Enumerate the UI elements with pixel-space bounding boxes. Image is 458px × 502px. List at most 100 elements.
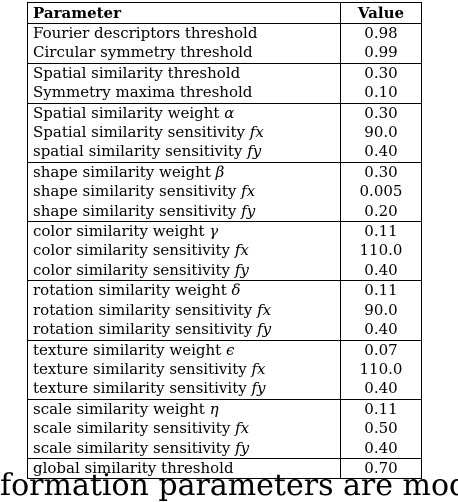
parameter-name: Spatial similarity threshold (33, 63, 241, 82)
parameter-symbol: fx (241, 182, 256, 201)
value-cell: 0.99 (340, 43, 422, 64)
table-row: global similarity threshold 0.70 (27, 457, 422, 480)
parameter-cell: scale similarity weight η (27, 398, 341, 420)
table-row: scale similarity weight η 0.11 (27, 398, 422, 420)
parameter-cell: rotation similarity sensitivity fy (27, 320, 341, 340)
table-row: rotation similarity sensitivity fx 90.0 (27, 300, 422, 321)
value-cell: 0.40 (340, 379, 422, 400)
value-cell: 0.11 (340, 398, 422, 420)
parameter-cell: color similarity sensitivity fx (27, 241, 341, 261)
value-cell: 0.30 (340, 161, 422, 183)
table-row: shape similarity sensitivity fy 0.20 (27, 201, 422, 222)
parameter-name: color similarity sensitivity (33, 241, 231, 260)
table-row: rotation similarity sensitivity fy 0.40 (27, 320, 422, 340)
parameter-name: rotation similarity weight (33, 281, 227, 300)
parameter-name: shape similarity sensitivity (33, 201, 237, 220)
parameter-name: rotation similarity sensitivity (33, 300, 253, 319)
parameter-cell: color similarity weight γ (27, 221, 341, 242)
header-parameter: Parameter (27, 2, 341, 24)
value-cell: 110.0 (340, 359, 422, 380)
value-cell: 0.20 (340, 201, 422, 222)
table-row: color similarity sensitivity fx 110.0 (27, 241, 422, 261)
parameter-cell: Symmetry maxima threshold (27, 83, 341, 104)
value-cell: 0.005 (340, 182, 422, 202)
parameter-cell: Circular symmetry threshold (27, 43, 341, 64)
parameter-cell: Fourier descriptors threshold (27, 23, 341, 44)
parameter-name: scale similarity sensitivity (33, 438, 231, 457)
value-cell: 0.11 (340, 280, 422, 301)
parameter-cell: spatial similarity sensitivity fy (27, 142, 341, 163)
parameter-table: Parameter Value Fourier descriptors thre… (27, 2, 422, 480)
parameter-symbol: fx (249, 123, 264, 142)
table-row: Circular symmetry threshold 0.99 (27, 43, 422, 64)
parameter-symbol: α (224, 103, 235, 122)
parameter-symbol: fx (234, 241, 249, 260)
value-cell: 90.0 (340, 123, 422, 143)
parameter-name: scale similarity sensitivity (33, 419, 231, 438)
value-cell: 0.10 (340, 83, 422, 104)
parameter-cell: rotation similarity weight δ (27, 280, 341, 301)
parameter-cell: texture similarity sensitivity fx (27, 359, 341, 380)
parameter-name: texture similarity sensitivity (33, 379, 247, 398)
parameter-symbol: fx (257, 300, 272, 319)
parameter-cell: Spatial similarity sensitivity fx (27, 123, 341, 143)
parameter-name: spatial similarity sensitivity (33, 142, 243, 161)
parameter-name: shape similarity weight (33, 162, 211, 181)
parameter-symbol: η (209, 399, 219, 418)
table-row: color similarity weight γ 0.11 (27, 221, 422, 242)
parameter-name: shape similarity sensitivity (33, 182, 237, 201)
value-cell: 110.0 (340, 241, 422, 261)
parameter-name: color similarity sensitivity (33, 260, 231, 279)
value-cell: 0.40 (340, 438, 422, 459)
table-row: Symmetry maxima threshold 0.10 (27, 83, 422, 104)
caption-fragment: formation parameters are model of (0, 468, 458, 502)
value-cell: 90.0 (340, 300, 422, 321)
parameter-symbol: fy (247, 142, 262, 161)
value-cell: 0.50 (340, 419, 422, 439)
parameter-name: Spatial similarity sensitivity (33, 123, 245, 142)
table-row: spatial similarity sensitivity fy 0.40 (27, 142, 422, 163)
parameter-name: Fourier descriptors threshold (33, 24, 258, 42)
parameter-name: Circular symmetry threshold (33, 43, 253, 62)
parameter-symbol: fx (235, 419, 250, 438)
value-cell: 0.11 (340, 221, 422, 242)
table-row: shape similarity weight β 0.30 (27, 161, 422, 183)
value-cell: 0.30 (340, 102, 422, 124)
parameter-cell: Spatial similarity weight α (27, 102, 341, 124)
parameter-cell: rotation similarity sensitivity fx (27, 300, 341, 321)
parameter-cell: color similarity sensitivity fy (27, 260, 341, 281)
parameter-symbol: fy (257, 320, 272, 339)
parameter-name: texture similarity weight (33, 340, 222, 359)
parameter-name: color similarity weight (33, 222, 205, 241)
table-row: scale similarity sensitivity fx 0.50 (27, 419, 422, 439)
table-row: rotation similarity weight δ 0.11 (27, 280, 422, 301)
value-cell: 0.70 (340, 457, 422, 480)
parameter-name: global similarity threshold (33, 458, 234, 477)
value-cell: 0.98 (340, 23, 422, 44)
parameter-symbol: β (215, 162, 225, 181)
parameter-symbol: γ (209, 222, 219, 241)
value-cell: 0.07 (340, 339, 422, 360)
table-row: Spatial similarity weight α 0.30 (27, 102, 422, 124)
parameter-name: rotation similarity sensitivity (33, 320, 253, 339)
value-cell: 0.40 (340, 142, 422, 163)
parameter-name: scale similarity weight (33, 399, 205, 418)
table-row: Spatial similarity sensitivity fx 90.0 (27, 123, 422, 143)
table-row: texture similarity sensitivity fy 0.40 (27, 379, 422, 400)
parameter-cell: Spatial similarity threshold (27, 62, 341, 84)
table-row: texture similarity sensitivity fx 110.0 (27, 359, 422, 380)
parameter-symbol: fy (234, 260, 249, 279)
parameter-cell: shape similarity sensitivity fx (27, 182, 341, 202)
parameter-symbol: fx (251, 359, 266, 378)
parameter-name: Spatial similarity weight (33, 103, 220, 122)
parameter-name: Symmetry maxima threshold (33, 83, 253, 102)
parameter-symbol: fy (235, 438, 250, 457)
parameter-symbol: δ (231, 281, 241, 300)
parameter-name: texture similarity sensitivity (33, 359, 247, 378)
header-value: Value (340, 2, 422, 24)
value-cell: 0.40 (340, 260, 422, 281)
parameter-cell: texture similarity sensitivity fy (27, 379, 341, 400)
table-row: Spatial similarity threshold 0.30 (27, 62, 422, 84)
parameter-cell: shape similarity sensitivity fy (27, 201, 341, 222)
value-cell: 0.40 (340, 320, 422, 340)
